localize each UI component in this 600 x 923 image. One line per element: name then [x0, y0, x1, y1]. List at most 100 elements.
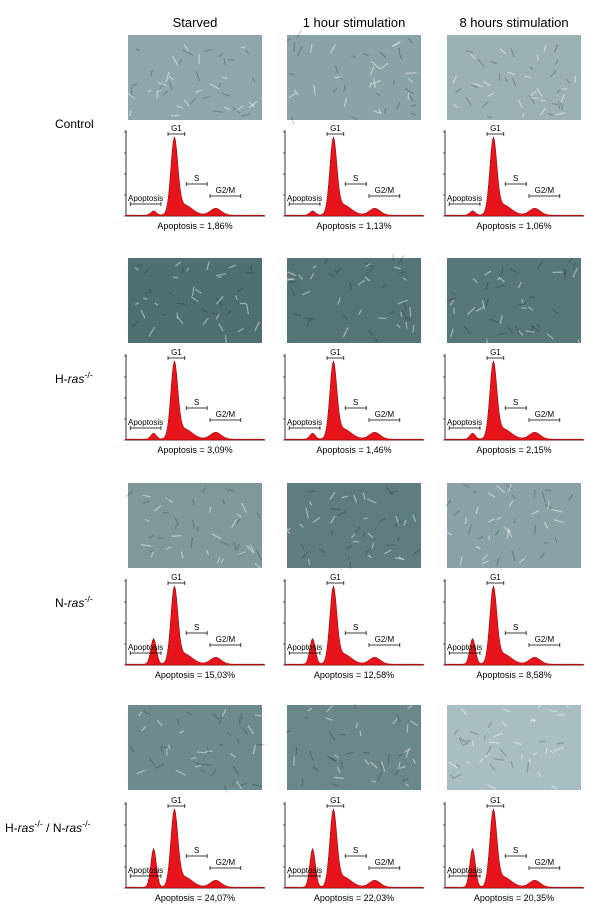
phase-label: S: [513, 846, 518, 855]
cell-texture: [407, 724, 408, 732]
label-segment: ras: [18, 821, 35, 835]
apoptosis-value: Apoptosis = 15,03%: [155, 670, 235, 680]
cell-texture: [514, 519, 515, 523]
phase-label: G1: [171, 573, 182, 582]
phase-label: Apoptosis: [447, 866, 482, 875]
phase-label: G1: [490, 124, 501, 133]
column-header: Starved: [173, 15, 218, 30]
phase-label: Apoptosis: [447, 194, 482, 203]
cell-texture: [210, 507, 211, 513]
phase-label: G2/M: [216, 186, 236, 195]
label-segment: H-: [55, 372, 68, 386]
cell-texture: [388, 754, 389, 764]
phase-label: G1: [171, 348, 182, 357]
micrograph: [447, 35, 581, 120]
phase-label: Apoptosis: [128, 418, 163, 427]
cell-texture: [567, 698, 568, 708]
phase-label: G1: [171, 124, 182, 133]
cell-texture: [454, 308, 455, 314]
cell-texture: [522, 754, 523, 759]
cell-texture: [489, 535, 490, 540]
phase-label: G1: [490, 348, 501, 357]
micrograph: [287, 35, 421, 120]
phase-label: G1: [490, 573, 501, 582]
phase-label: G1: [330, 124, 341, 133]
cell-texture: [386, 545, 396, 546]
phase-label: G2/M: [375, 635, 395, 644]
cell-texture: [548, 500, 549, 509]
cell-texture: [546, 748, 547, 755]
phase-label: S: [513, 174, 518, 183]
phase-label: G2/M: [375, 410, 395, 419]
label-segment: -/-: [34, 819, 43, 829]
apoptosis-value: Apoptosis = 1,06%: [476, 221, 551, 231]
cell-texture: [303, 318, 314, 319]
cell-texture: [465, 518, 466, 524]
row-label: Control: [55, 117, 94, 131]
apoptosis-value: Apoptosis = 2,15%: [476, 445, 551, 455]
phase-label: Apoptosis: [287, 643, 322, 652]
row-label: H-ras-/- / N-ras-/-: [5, 819, 91, 835]
phase-label: Apoptosis: [287, 866, 322, 875]
cell-texture: [410, 307, 411, 317]
phase-label: G2/M: [216, 410, 236, 419]
apoptosis-value: Apoptosis = 24,07%: [155, 893, 235, 903]
phase-label: S: [513, 398, 518, 407]
phase-label: S: [194, 623, 199, 632]
phase-label: G2/M: [216, 858, 236, 867]
apoptosis-value: Apoptosis = 1,46%: [316, 445, 391, 455]
phase-label: S: [194, 398, 199, 407]
apoptosis-value: Apoptosis = 1,13%: [316, 221, 391, 231]
apoptosis-value: Apoptosis = 12,58%: [314, 670, 394, 680]
cell-texture: [247, 272, 255, 273]
cell-texture: [172, 536, 182, 537]
cell-texture: [294, 756, 295, 766]
label-segment: -/-: [82, 819, 91, 829]
phase-label: Apoptosis: [287, 194, 322, 203]
phase-label: G1: [171, 796, 182, 805]
micrograph: [447, 705, 581, 790]
row-label: H-ras-/-: [55, 370, 93, 386]
cell-texture: [393, 254, 394, 261]
micrograph: [287, 258, 421, 343]
phase-label: S: [513, 623, 518, 632]
label-segment: Control: [55, 117, 94, 131]
column-header: 1 hour stimulation: [303, 15, 406, 30]
phase-label: G2/M: [535, 858, 555, 867]
phase-label: S: [353, 623, 358, 632]
label-segment: -/-: [84, 370, 93, 380]
row-label: N-ras-/-: [55, 594, 93, 610]
phase-label: S: [353, 846, 358, 855]
label-segment: H-: [5, 821, 18, 835]
cell-texture: [177, 303, 185, 304]
phase-label: G2/M: [375, 858, 395, 867]
label-segment: ras: [68, 596, 85, 610]
cell-texture: [408, 92, 409, 99]
phase-label: Apoptosis: [287, 418, 322, 427]
phase-label: G2/M: [535, 410, 555, 419]
phase-label: G1: [330, 796, 341, 805]
phase-label: Apoptosis: [447, 418, 482, 427]
cell-texture: [241, 713, 242, 719]
phase-label: S: [194, 846, 199, 855]
label-segment: ras: [66, 821, 83, 835]
phase-label: G2/M: [535, 186, 555, 195]
phase-label: Apoptosis: [128, 643, 163, 652]
label-segment: / N-: [43, 821, 66, 835]
phase-label: G1: [330, 573, 341, 582]
label-segment: ras: [68, 372, 85, 386]
phase-label: S: [353, 398, 358, 407]
cell-texture: [168, 496, 169, 501]
cell-texture: [226, 335, 227, 346]
apoptosis-value: Apoptosis = 3,09%: [157, 445, 232, 455]
phase-label: G2/M: [375, 186, 395, 195]
phase-label: Apoptosis: [128, 866, 163, 875]
cell-texture: [360, 731, 361, 736]
label-segment: -/-: [84, 594, 93, 604]
cell-texture: [545, 490, 551, 491]
cell-texture: [163, 513, 169, 514]
phase-label: G2/M: [216, 635, 236, 644]
phase-label: G1: [490, 796, 501, 805]
apoptosis-value: Apoptosis = 22,03%: [314, 893, 394, 903]
